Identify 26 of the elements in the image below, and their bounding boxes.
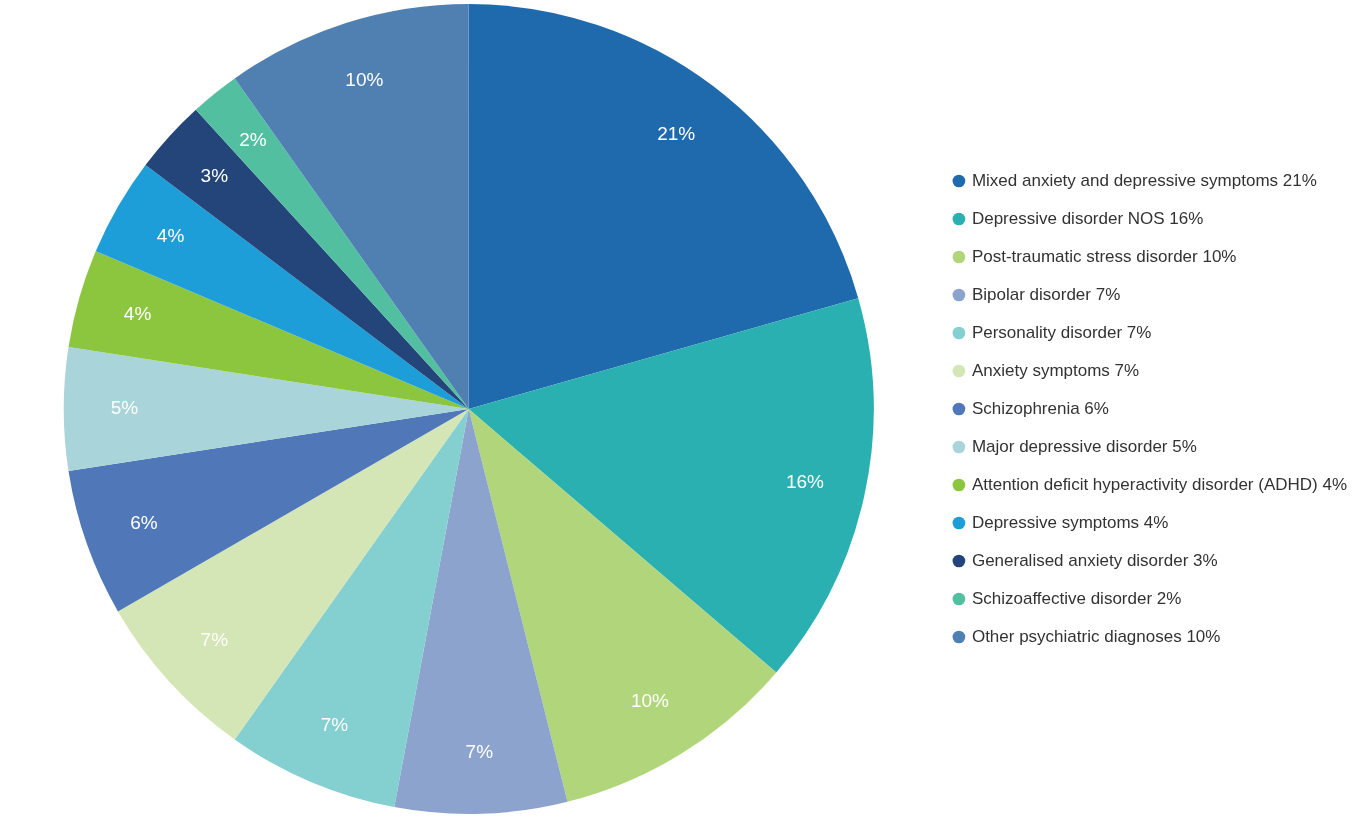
legend-label: Other psychiatric diagnoses 10% [971,626,1221,646]
data-label: 3% [200,165,229,187]
legend-label: Bipolar disorder 7% [971,284,1121,304]
data-label: 7% [465,741,494,763]
legend-label: Depressive disorder NOS 16% [971,208,1204,228]
data-label: 10% [345,69,384,91]
legend-label: Schizoaffective disorder 2% [971,588,1182,608]
legend-label: Schizophrenia 6% [971,398,1109,418]
legend-label: Depressive symptoms 4% [971,512,1169,532]
legend-label: Anxiety symptoms 7% [971,360,1140,380]
legend-label: Attention deficit hyperactivity disorder (ADHD) 4% [971,474,1348,494]
data-label: 4% [156,225,185,247]
data-label: 6% [130,511,158,533]
legend-label: Major depressive disorder 5% [971,436,1197,456]
data-label: 5% [110,397,139,419]
data-label: 4% [123,303,152,325]
legend-label: Generalised anxiety disorder 3% [971,550,1218,570]
legend-label: Post-traumatic stress disorder 10% [971,246,1237,266]
legend-label: Mixed anxiety and depressive symptoms 21% [971,170,1317,190]
data-label: 7% [200,629,229,651]
data-label: 21% [657,122,696,144]
data-label: 10% [630,689,670,711]
data-label: 7% [320,714,349,736]
data-label: 16% [785,470,825,492]
data-label: 2% [239,129,267,151]
legend-label: Personality disorder 7% [971,322,1152,342]
